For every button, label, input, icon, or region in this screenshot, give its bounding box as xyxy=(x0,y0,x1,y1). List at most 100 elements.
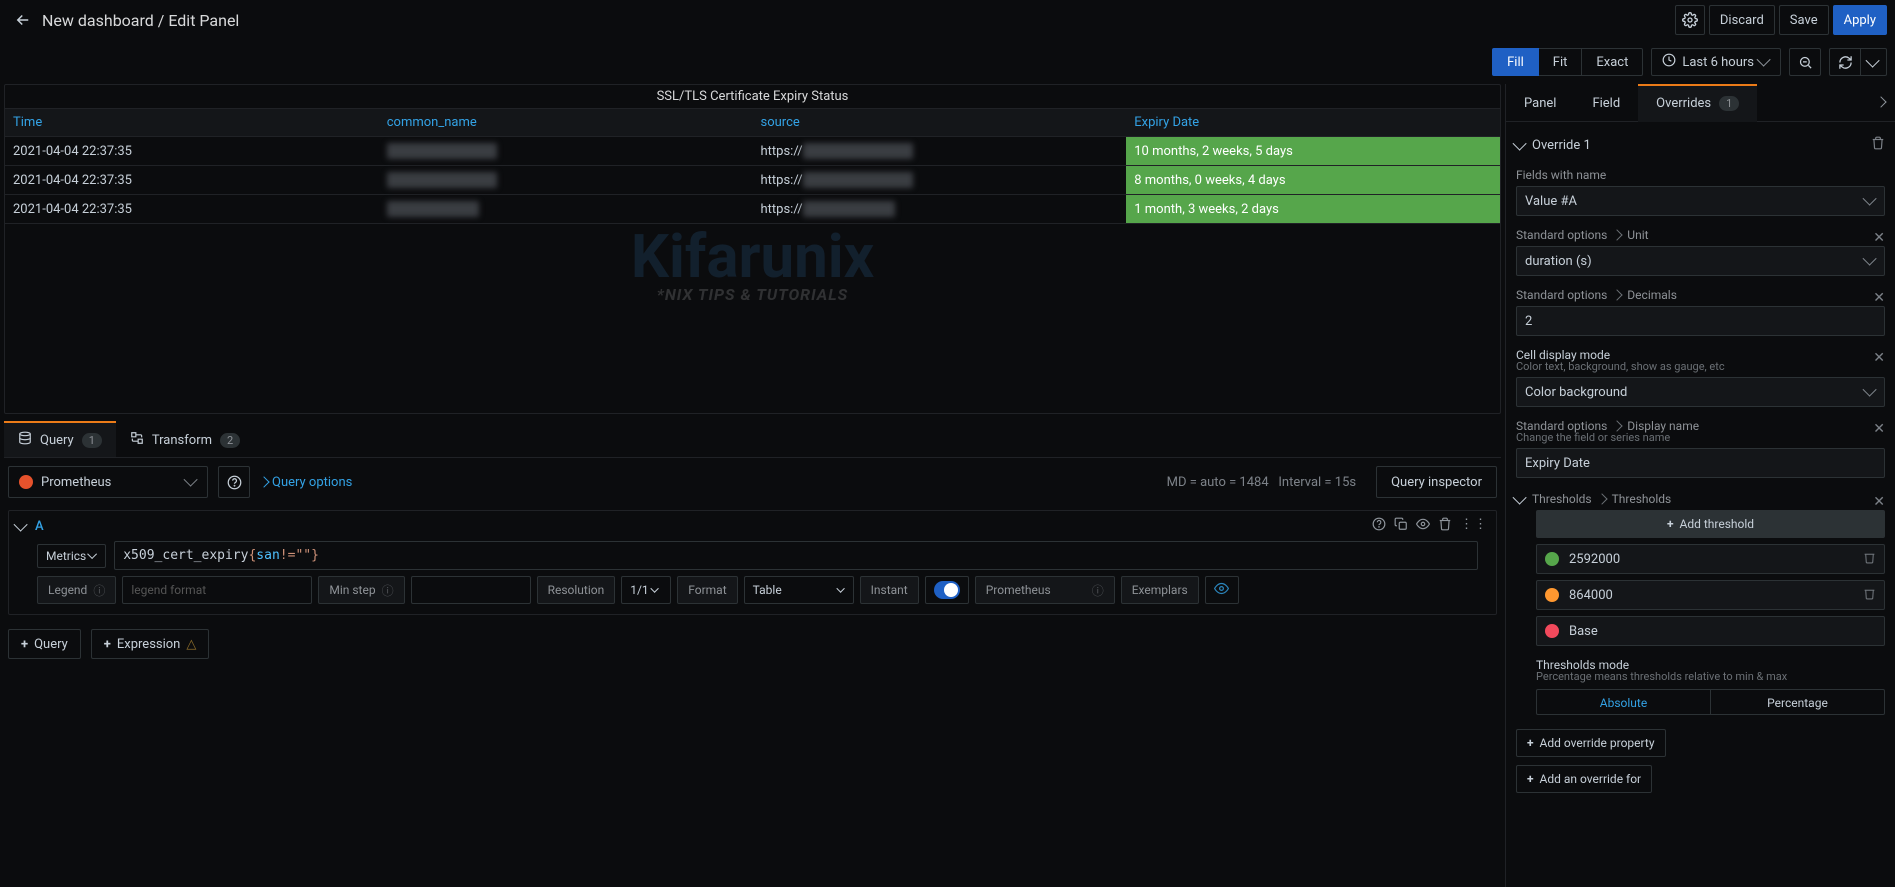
drag-handle-icon[interactable]: ⋮⋮ xyxy=(1460,517,1488,535)
transform-icon xyxy=(130,431,144,449)
threshold-value[interactable]: 864000 xyxy=(1569,588,1613,603)
fields-with-name-select[interactable]: Value #A xyxy=(1516,186,1885,216)
thresholds-mode-absolute[interactable]: Absolute xyxy=(1536,689,1711,715)
collapse-query-button[interactable] xyxy=(14,518,28,532)
thresholds-mode-percentage[interactable]: Percentage xyxy=(1711,689,1885,715)
cell-time: 2021-04-04 22:37:35 xyxy=(5,195,379,224)
prometheus-label: Prometheus ⓘ xyxy=(975,576,1115,604)
delete-query-icon[interactable] xyxy=(1438,517,1452,535)
minstep-label: Min step ⓘ xyxy=(318,576,404,604)
tab-transform[interactable]: Transform 2 xyxy=(116,421,254,457)
override-title: Override 1 xyxy=(1532,138,1591,153)
column-time[interactable]: Time xyxy=(5,109,379,137)
column-expiry[interactable]: Expiry Date xyxy=(1126,109,1500,137)
threshold-color[interactable] xyxy=(1545,552,1559,566)
remove-unit-button[interactable]: ✕ xyxy=(1873,228,1885,246)
remove-cell-mode-button[interactable]: ✕ xyxy=(1873,348,1885,366)
metrics-browser-button[interactable]: Metrics xyxy=(37,544,106,568)
threshold-color[interactable] xyxy=(1545,624,1559,638)
threshold-item[interactable]: 864000 xyxy=(1536,580,1885,610)
add-expression-button[interactable]: + Expression △ xyxy=(91,629,210,659)
threshold-item[interactable]: 2592000 xyxy=(1536,544,1885,574)
delete-threshold-button[interactable] xyxy=(1863,551,1876,568)
display-name-input[interactable] xyxy=(1516,448,1885,478)
time-range-label: Last 6 hours xyxy=(1682,55,1754,70)
info-icon: ⓘ xyxy=(1092,582,1104,599)
save-button[interactable]: Save xyxy=(1779,5,1829,35)
column-common-name[interactable]: common_name xyxy=(379,109,753,137)
time-range-picker[interactable]: Last 6 hours xyxy=(1651,48,1781,76)
refresh-button[interactable] xyxy=(1829,48,1861,76)
override-collapse-button[interactable] xyxy=(1513,137,1527,151)
decimals-input[interactable] xyxy=(1516,306,1885,336)
panel-settings-button[interactable] xyxy=(1675,5,1705,35)
unit-crumb: Standard optionsUnit xyxy=(1516,228,1649,242)
delete-threshold-button[interactable] xyxy=(1863,587,1876,604)
remove-thresholds-button[interactable]: ✕ xyxy=(1873,492,1885,510)
watermark: Kifarunix *NIX TIPS & TUTORIALS xyxy=(631,227,874,303)
chevron-down-icon xyxy=(187,475,197,490)
tab-query-label: Query xyxy=(40,433,74,448)
resolution-label: Resolution xyxy=(537,576,616,604)
legend-input[interactable] xyxy=(122,576,312,604)
expand-sidebar-button[interactable] xyxy=(1867,95,1895,110)
plus-icon: + xyxy=(1527,736,1534,750)
threshold-color[interactable] xyxy=(1545,588,1559,602)
duplicate-query-icon[interactable] xyxy=(1394,517,1408,535)
datasource-select[interactable]: Prometheus xyxy=(8,466,208,498)
tab-transform-label: Transform xyxy=(152,433,212,448)
datasource-help-button[interactable] xyxy=(218,466,250,498)
info-icon: ⓘ xyxy=(93,582,105,599)
query-icon xyxy=(18,431,32,449)
query-help-icon[interactable] xyxy=(1372,517,1386,535)
add-override-property-button[interactable]: + Add override property xyxy=(1516,729,1666,757)
tab-field[interactable]: Field xyxy=(1574,84,1638,122)
thresholds-crumb: ThresholdsThresholds xyxy=(1532,492,1671,506)
cell-expiry: 10 months, 2 weeks, 5 days xyxy=(1126,137,1500,166)
clock-icon xyxy=(1662,53,1676,71)
toggle-visibility-icon[interactable] xyxy=(1416,517,1430,535)
decimals-crumb: Standard optionsDecimals xyxy=(1516,288,1677,302)
prometheus-icon xyxy=(19,475,33,489)
instant-toggle[interactable] xyxy=(925,576,969,604)
panel-preview: SSL/TLS Certificate Expiry Status Time c… xyxy=(4,84,1501,414)
cell-mode-select[interactable]: Color background xyxy=(1516,377,1885,407)
tab-panel[interactable]: Panel xyxy=(1506,84,1574,122)
query-options-toggle[interactable]: Query options xyxy=(260,475,352,490)
legend-label: Legend ⓘ xyxy=(37,576,116,604)
add-override-for-button[interactable]: + Add an override for xyxy=(1516,765,1652,793)
threshold-value[interactable]: 2592000 xyxy=(1569,552,1620,567)
back-button[interactable] xyxy=(8,5,38,35)
tab-query[interactable]: Query 1 xyxy=(4,421,116,457)
apply-button[interactable]: Apply xyxy=(1833,5,1887,35)
plus-icon: + xyxy=(1527,772,1534,786)
zoom-out-button[interactable] xyxy=(1789,48,1821,76)
exact-button[interactable]: Exact xyxy=(1582,48,1643,76)
remove-display-name-button[interactable]: ✕ xyxy=(1873,419,1885,437)
cell-common: ████████████ xyxy=(379,166,753,195)
query-expression-input[interactable]: x509_cert_expiry{san!=""} xyxy=(114,541,1478,570)
exemplars-toggle[interactable] xyxy=(1205,576,1239,604)
resolution-select[interactable]: 1/1 xyxy=(621,576,671,604)
delete-override-button[interactable] xyxy=(1871,136,1885,154)
warning-icon: △ xyxy=(186,637,196,652)
threshold-value: Base xyxy=(1569,624,1598,639)
discard-button[interactable]: Discard xyxy=(1709,5,1775,35)
fill-button[interactable]: Fill xyxy=(1492,48,1539,76)
thresholds-collapse-button[interactable] xyxy=(1513,491,1527,505)
add-query-button[interactable]: + Query xyxy=(8,629,81,659)
refresh-interval-button[interactable] xyxy=(1861,48,1887,76)
refresh-group xyxy=(1829,48,1887,76)
minstep-input[interactable] xyxy=(411,576,531,604)
add-threshold-button[interactable]: + Add threshold xyxy=(1536,510,1885,538)
format-label: Format xyxy=(677,576,737,604)
remove-decimals-button[interactable]: ✕ xyxy=(1873,288,1885,306)
tab-overrides[interactable]: Overrides 1 xyxy=(1638,84,1757,122)
format-select[interactable]: Table xyxy=(744,576,854,604)
chevron-right-icon xyxy=(258,476,269,487)
fit-button[interactable]: Fit xyxy=(1539,48,1583,76)
table-row: 2021-04-04 22:37:35 ██████████ https://█… xyxy=(5,195,1500,224)
query-inspector-button[interactable]: Query inspector xyxy=(1376,466,1497,498)
column-source[interactable]: source xyxy=(753,109,1127,137)
unit-select[interactable]: duration (s) xyxy=(1516,246,1885,276)
